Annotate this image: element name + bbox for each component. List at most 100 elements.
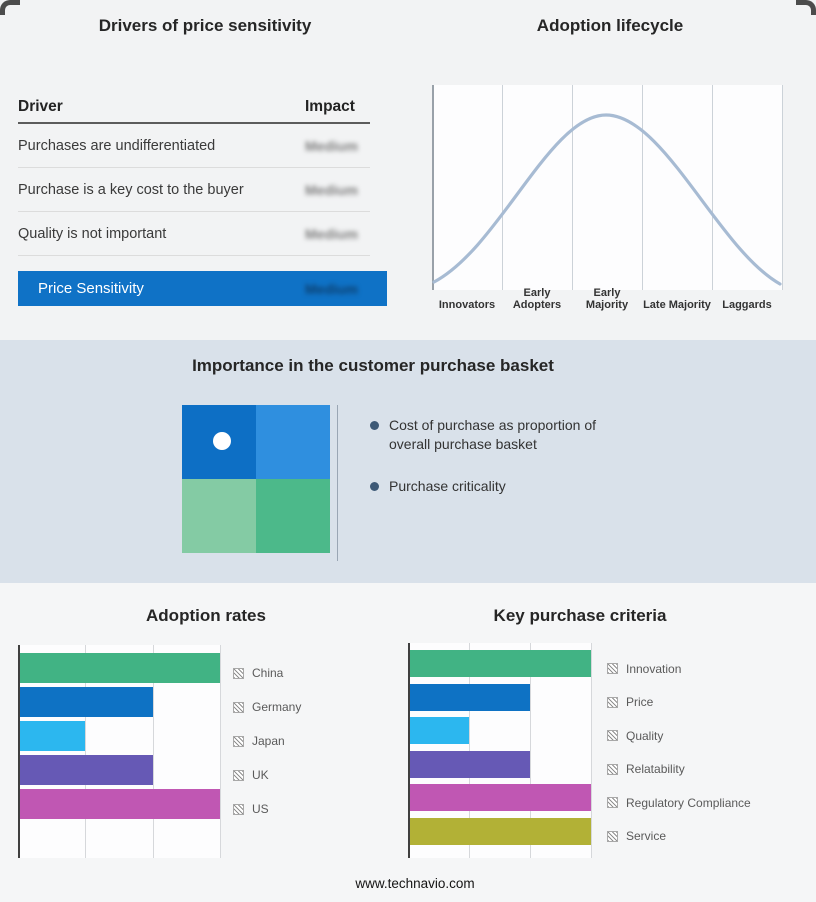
adoption-rates-title: Adoption rates bbox=[146, 606, 266, 625]
basket-bullet-list: Cost of purchase as proportion of overal… bbox=[368, 416, 608, 519]
legend-hatch-swatch bbox=[607, 696, 618, 708]
price-sensitivity-label: Price Sensitivity bbox=[38, 280, 144, 297]
chart-gridline bbox=[220, 645, 221, 858]
purchase-basket-band bbox=[0, 340, 816, 583]
table-header: Driver Impact bbox=[18, 92, 370, 124]
legend-label: UK bbox=[252, 768, 269, 782]
frame-corner-right bbox=[796, 0, 816, 15]
legend-hatch-swatch bbox=[607, 763, 618, 775]
legend-label: US bbox=[252, 802, 269, 816]
legend-label: Service bbox=[626, 829, 667, 844]
driver-cell: Purchase is a key cost to the buyer bbox=[18, 181, 244, 198]
stage-label: Early Majority bbox=[585, 286, 629, 312]
table-row: Purchase is a key cost to the buyer Medi… bbox=[18, 168, 370, 212]
stage-label: Late Majority bbox=[643, 299, 711, 312]
bar-japan bbox=[18, 721, 86, 751]
legend-item: UK bbox=[233, 758, 301, 792]
legend-item: Relatability bbox=[607, 753, 751, 787]
chart-gridline bbox=[591, 643, 592, 858]
legend-hatch-swatch bbox=[233, 735, 244, 747]
purchase-criteria-title: Key purchase criteria bbox=[493, 606, 667, 625]
bullet-item: Purchase criticality bbox=[368, 477, 608, 496]
lifecycle-plot bbox=[432, 85, 783, 290]
legend-label: China bbox=[252, 666, 284, 680]
legend-item: China bbox=[233, 656, 301, 690]
legend-label: Regulatory Compliance bbox=[626, 795, 751, 810]
impact-cell-blurred: Medium bbox=[305, 181, 358, 198]
quadrant-marker-dot bbox=[213, 432, 231, 450]
driver-column-header: Driver bbox=[18, 98, 63, 115]
bar-uk bbox=[18, 755, 153, 785]
legend-hatch-swatch bbox=[607, 663, 618, 675]
lifecycle-curve bbox=[432, 113, 782, 286]
purchase-criteria-plot bbox=[408, 643, 592, 858]
legend-hatch-swatch bbox=[607, 730, 618, 742]
quadrant-cell-bottom-left bbox=[182, 479, 256, 553]
legend-hatch-swatch bbox=[233, 803, 244, 815]
legend-item: US bbox=[233, 792, 301, 826]
frame-corner-left bbox=[0, 0, 20, 15]
bullet-item: Cost of purchase as proportion of overal… bbox=[368, 416, 608, 454]
bar-china bbox=[18, 653, 220, 683]
lifecycle-title: Adoption lifecycle bbox=[536, 16, 684, 35]
legend-hatch-swatch bbox=[607, 830, 618, 842]
legend-item: Innovation bbox=[607, 652, 751, 686]
stage-label: Laggards bbox=[722, 299, 772, 312]
drivers-panel-title: Drivers of price sensitivity bbox=[98, 16, 312, 35]
lifecycle-curve-path bbox=[432, 113, 782, 286]
bar-service bbox=[408, 817, 591, 845]
impact-cell-blurred: Medium bbox=[305, 137, 358, 154]
legend-label: Price bbox=[626, 695, 654, 710]
legend-label: Quality bbox=[626, 728, 664, 743]
legend-hatch-swatch bbox=[607, 797, 618, 809]
lifecycle-y-axis bbox=[432, 85, 434, 290]
legend-label: Japan bbox=[252, 734, 285, 748]
price-sensitivity-bar: Price Sensitivity Medium bbox=[18, 271, 387, 306]
legend-hatch-swatch bbox=[233, 701, 244, 713]
price-sensitivity-value-blurred: Medium bbox=[305, 280, 358, 297]
legend-item: Regulatory Compliance bbox=[607, 786, 751, 820]
table-row: Quality is not important Medium bbox=[18, 212, 370, 256]
lifecycle-gridline bbox=[712, 85, 713, 290]
adoption-rates-plot bbox=[18, 645, 221, 858]
basket-title: Importance in the customer purchase bask… bbox=[192, 356, 554, 375]
website-url: www.technavio.com bbox=[355, 876, 475, 891]
adoption-rates-legend: China Germany Japan UK US bbox=[233, 656, 301, 826]
legend-item: Price bbox=[607, 686, 751, 720]
legend-item: Quality bbox=[607, 719, 751, 753]
drivers-table: Driver Impact Purchases are undifferenti… bbox=[18, 92, 370, 256]
legend-item: Germany bbox=[233, 690, 301, 724]
driver-cell: Purchases are undifferentiated bbox=[18, 137, 216, 154]
legend-item: Japan bbox=[233, 724, 301, 758]
stage-label: Innovators bbox=[438, 299, 496, 312]
purchase-criteria-legend: Innovation Price Quality Relatability Regula… bbox=[607, 652, 751, 853]
quadrant-axis-line bbox=[337, 405, 338, 561]
bar-relatability bbox=[408, 750, 530, 778]
stage-label: Early Adopters bbox=[512, 286, 562, 312]
lifecycle-gridline bbox=[502, 85, 503, 290]
bars-group bbox=[408, 643, 591, 845]
bar-us bbox=[18, 789, 220, 819]
quadrant-cell-top-right bbox=[256, 405, 330, 479]
legend-label: Germany bbox=[252, 700, 302, 714]
legend-hatch-swatch bbox=[233, 769, 244, 781]
purchase-basket-quadrant bbox=[182, 405, 330, 553]
bar-price bbox=[408, 683, 530, 711]
bar-quality bbox=[408, 717, 469, 744]
driver-cell: Quality is not important bbox=[18, 225, 167, 242]
quadrant-cell-bottom-right bbox=[256, 479, 330, 553]
chart-gridline bbox=[530, 643, 531, 858]
chart-gridline bbox=[152, 645, 154, 858]
chart-gridline bbox=[85, 645, 87, 858]
lifecycle-gridline bbox=[572, 85, 573, 290]
bar-germany bbox=[18, 687, 153, 717]
impact-cell-blurred: Medium bbox=[305, 225, 358, 242]
legend-item: Service bbox=[607, 820, 751, 854]
bars-group bbox=[18, 645, 220, 819]
lifecycle-gridline bbox=[782, 85, 783, 290]
bar-innovation bbox=[408, 650, 591, 677]
table-row: Purchases are undifferentiated Medium bbox=[18, 124, 370, 168]
legend-label: Relatability bbox=[626, 762, 685, 777]
lifecycle-stage-labels: Innovators Early Adopters Early Majority La… bbox=[432, 286, 782, 312]
